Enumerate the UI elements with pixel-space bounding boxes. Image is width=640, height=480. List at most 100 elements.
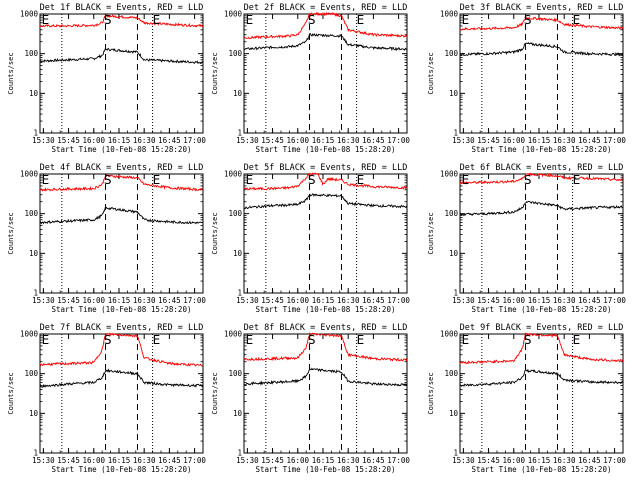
x-tick-label: 16:45	[362, 296, 385, 305]
chart-title: Det 9f BLACK = Events, RED = LLD	[460, 323, 624, 333]
x-tick-label: 16:00	[82, 136, 105, 145]
y-tick-label: 10	[29, 409, 39, 418]
x-tick-label: 16:00	[286, 296, 309, 305]
y-axis-label: Counts/sec	[427, 212, 435, 254]
interval-marker: S	[104, 13, 112, 27]
y-tick-label: 1000	[20, 10, 39, 19]
x-tick-label: 15:30	[452, 456, 475, 465]
x-tick-label: 16:15	[108, 456, 131, 465]
x-tick-label: 16:15	[108, 296, 131, 305]
y-tick-label: 1000	[224, 330, 243, 339]
interval-marker: E	[462, 173, 470, 187]
x-tick-label: 17:00	[603, 136, 626, 145]
x-tick-label: 17:00	[183, 136, 206, 145]
x-tick-label: 16:15	[312, 136, 335, 145]
x-tick-label: 15:45	[261, 296, 284, 305]
x-axis-label: Start Time (10-Feb-08 15:28:20)	[52, 305, 192, 314]
y-tick-label: 1000	[440, 10, 459, 19]
y-tick-label: 1000	[440, 330, 459, 339]
x-axis-label: Start Time (10-Feb-08 15:28:20)	[256, 145, 396, 154]
y-tick-label: 1	[453, 129, 458, 138]
plot-frame	[39, 173, 204, 294]
series-line-lld	[459, 16, 624, 31]
y-tick-label: 10	[29, 89, 39, 98]
interval-marker: E	[357, 13, 365, 27]
x-tick-label: 15:45	[477, 136, 500, 145]
y-tick-label: 10	[449, 89, 459, 98]
x-tick-label: 15:45	[261, 456, 284, 465]
chart-title: Det 5f BLACK = Events, RED = LLD	[244, 163, 408, 173]
x-tick-label: 15:45	[477, 456, 500, 465]
y-tick-label: 1000	[224, 10, 243, 19]
interval-marker: E	[357, 173, 365, 187]
y-tick-label: 10	[233, 409, 243, 418]
x-tick-label: 17:00	[603, 456, 626, 465]
interval-marker: S	[308, 333, 316, 347]
x-tick-label: 15:30	[32, 296, 55, 305]
series-line-lld	[39, 173, 204, 192]
x-axis-label: Start Time (10-Feb-08 15:28:20)	[472, 465, 612, 474]
interval-marker: S	[308, 173, 316, 187]
x-tick-label: 16:30	[133, 296, 156, 305]
y-tick-label: 1	[33, 449, 38, 458]
y-tick-label: 1	[237, 129, 242, 138]
x-tick-label: 16:00	[286, 456, 309, 465]
interval-marker: E	[153, 13, 161, 27]
x-tick-label: 16:30	[553, 296, 576, 305]
chart-title: Det 8f BLACK = Events, RED = LLD	[244, 323, 408, 333]
y-tick-label: 100	[228, 209, 242, 218]
series-line-events	[459, 200, 623, 217]
plot-frame	[39, 13, 204, 134]
y-tick-label: 100	[24, 369, 38, 378]
y-tick-label: 100	[24, 49, 38, 58]
x-tick-label: 15:45	[57, 456, 80, 465]
series-line-lld	[39, 332, 203, 367]
y-tick-label: 10	[233, 89, 243, 98]
x-tick-label: 16:15	[312, 296, 335, 305]
x-tick-label: 16:15	[528, 296, 551, 305]
y-axis-label: Counts/sec	[211, 212, 219, 254]
x-tick-label: 16:30	[133, 456, 156, 465]
interval-marker: E	[246, 333, 254, 347]
y-tick-label: 100	[228, 369, 242, 378]
interval-marker: E	[573, 333, 581, 347]
y-tick-label: 100	[444, 209, 458, 218]
x-tick-label: 16:00	[286, 136, 309, 145]
x-tick-label: 16:30	[553, 456, 576, 465]
x-tick-label: 16:00	[82, 296, 105, 305]
y-tick-label: 1000	[440, 170, 459, 179]
interval-marker: E	[246, 13, 254, 27]
x-tick-label: 17:00	[183, 296, 206, 305]
x-tick-label: 17:00	[387, 456, 410, 465]
x-tick-label: 16:00	[502, 456, 525, 465]
interval-marker: S	[308, 13, 316, 27]
interval-marker: E	[153, 333, 161, 347]
x-tick-label: 16:30	[337, 456, 360, 465]
chart-title: Det 4f BLACK = Events, RED = LLD	[40, 163, 204, 173]
x-tick-label: 15:30	[236, 136, 259, 145]
chart-title: Det 3f BLACK = Events, RED = LLD	[460, 3, 624, 13]
series-line-events	[39, 47, 203, 65]
chart-title: Det 6f BLACK = Events, RED = LLD	[460, 163, 624, 173]
y-tick-label: 1	[237, 289, 242, 298]
plot-frame	[459, 13, 624, 134]
y-tick-label: 100	[24, 209, 38, 218]
interval-marker: E	[153, 173, 161, 187]
x-tick-label: 16:45	[362, 136, 385, 145]
x-tick-label: 16:15	[528, 136, 551, 145]
x-tick-label: 16:45	[158, 136, 181, 145]
chart-title: Det 2f BLACK = Events, RED = LLD	[244, 3, 408, 13]
y-tick-label: 100	[444, 369, 458, 378]
x-axis-label: Start Time (10-Feb-08 15:28:20)	[256, 465, 396, 474]
x-tick-label: 16:45	[578, 456, 601, 465]
x-tick-label: 16:45	[578, 296, 601, 305]
y-axis-label: Counts/sec	[7, 372, 15, 414]
y-axis-label: Counts/sec	[211, 372, 219, 414]
x-tick-label: 15:30	[32, 456, 55, 465]
y-axis-label: Counts/sec	[427, 372, 435, 414]
interval-marker: E	[573, 173, 581, 187]
y-tick-label: 1	[237, 449, 242, 458]
series-line-events	[39, 206, 203, 225]
